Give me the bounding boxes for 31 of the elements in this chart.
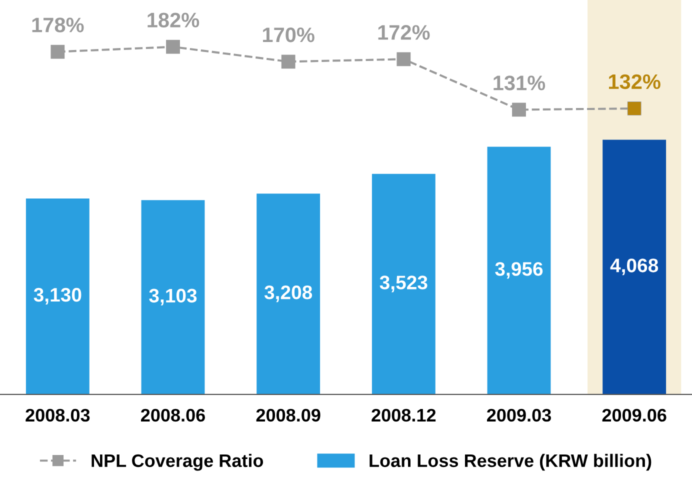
legend-label: Loan Loss Reserve (KRW billion) bbox=[370, 454, 652, 471]
bar bbox=[256, 194, 320, 394]
data-label: 3,523 bbox=[380, 276, 428, 292]
x-tick-label: 2009.06 bbox=[602, 408, 666, 422]
data-label: 132% bbox=[609, 74, 660, 90]
x-tick-label: 2008.12 bbox=[372, 408, 436, 422]
x-tick-label: 2008.09 bbox=[256, 408, 320, 422]
x-tick-label: 2009.03 bbox=[486, 408, 551, 422]
data-label: 3,956 bbox=[495, 262, 543, 279]
x-tick-label: 2008.06 bbox=[140, 408, 205, 422]
legend-label: NPL Coverage Ratio bbox=[92, 454, 264, 471]
point bbox=[396, 52, 411, 66]
data-label: 182% bbox=[148, 12, 200, 28]
data-label: 3,130 bbox=[34, 288, 82, 305]
point bbox=[512, 102, 526, 117]
bar bbox=[141, 200, 205, 394]
data-label: 3,208 bbox=[264, 285, 312, 302]
point bbox=[281, 54, 296, 69]
x-tick-label: 2008.03 bbox=[26, 408, 90, 422]
bar bbox=[26, 198, 90, 394]
data-label: 3,103 bbox=[149, 288, 197, 306]
data-label: 4,068 bbox=[610, 258, 658, 276]
bar bbox=[602, 140, 666, 394]
data-label: 170% bbox=[263, 27, 314, 42]
data-label: 172% bbox=[378, 25, 430, 40]
bar bbox=[372, 174, 436, 394]
point bbox=[166, 40, 180, 54]
bar bbox=[487, 146, 551, 394]
data-label: 131% bbox=[494, 76, 546, 90]
data-label: 178% bbox=[32, 18, 84, 32]
point bbox=[50, 44, 65, 59]
